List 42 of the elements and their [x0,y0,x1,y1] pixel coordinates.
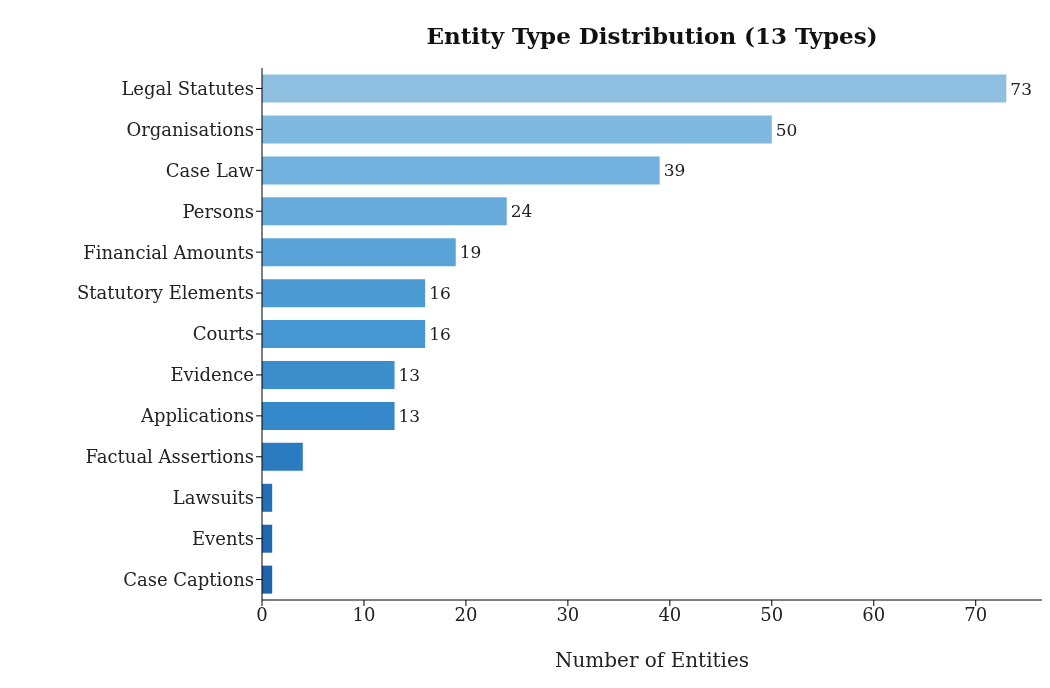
x-tick-label: 60 [862,603,886,625]
y-tick-label: Applications [139,405,254,427]
bar [262,74,1007,103]
data-label: 39 [663,160,686,181]
data-label: 24 [510,201,533,222]
bar [262,320,426,349]
y-tick-label: Factual Assertions [85,446,254,468]
x-tick-label: 10 [352,603,376,625]
x-tick-label: 40 [658,603,682,625]
y-tick-label: Financial Amounts [83,241,254,263]
y-tick-label: Legal Statutes [121,77,254,99]
x-tick-label: 70 [964,603,988,625]
data-label: 50 [775,119,798,140]
x-tick-label: 30 [556,603,580,625]
y-tick-label: Organisations [126,118,254,140]
y-tick-label: Statutory Elements [76,282,254,304]
x-tick-label: 0 [256,603,268,625]
bar [262,197,507,226]
chart-title: Entity Type Distribution (13 Types) [425,22,879,49]
data-label: 73 [1010,78,1032,99]
y-tick-label: Persons [182,200,254,222]
y-tick-label: Events [191,528,254,550]
y-tick-label: Case Law [165,159,255,181]
data-label: 13 [398,365,421,386]
data-label: 19 [459,242,482,263]
y-tick-label: Case Captions [123,568,254,590]
data-label: 16 [429,283,451,304]
bar [262,115,772,144]
bar [262,156,660,185]
y-tick-label: Lawsuits [172,487,254,509]
x-axis-title: Number of Entities [553,648,751,672]
bar [262,442,303,471]
data-label: 13 [398,405,421,426]
bar [262,401,395,430]
data-label: 16 [429,324,451,345]
y-tick-label: Courts [192,323,254,345]
y-tick-label: Evidence [170,364,254,386]
x-tick-label: 50 [760,603,784,625]
x-tick-label: 20 [454,603,478,625]
bar [262,279,426,308]
bar [262,361,395,390]
bar [262,238,456,267]
